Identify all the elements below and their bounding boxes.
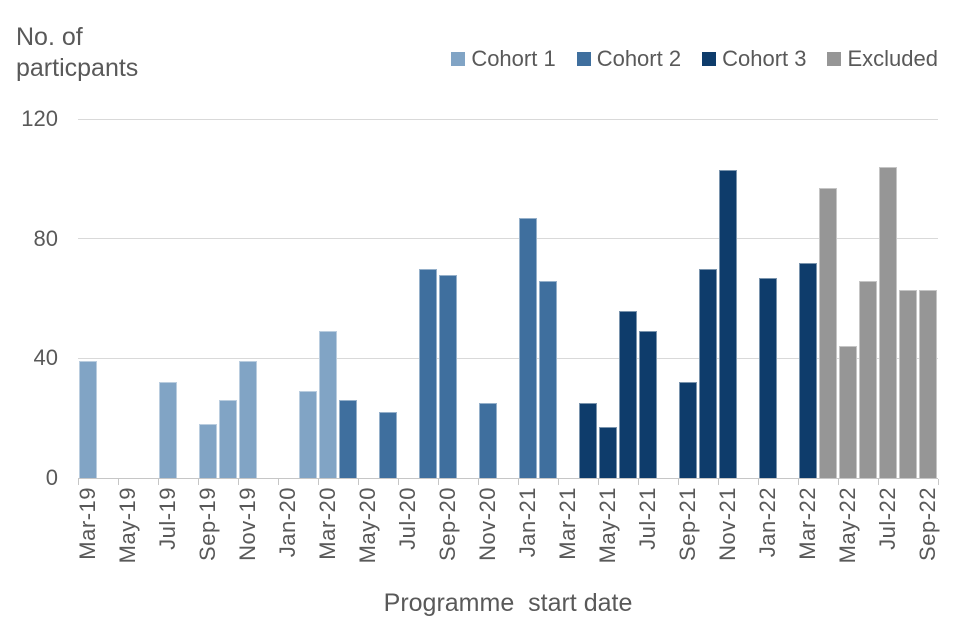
x-tick [798, 479, 799, 485]
legend-item-cohort-3: Cohort 3 [702, 46, 806, 72]
x-tick [438, 479, 439, 485]
gridline-40 [78, 357, 938, 359]
x-tick-label-Sep-20: Sep-20 [435, 487, 460, 561]
bar-Feb-20 [299, 391, 317, 478]
x-tick-label-Nov-20: Nov-20 [475, 487, 500, 561]
bar-Oct-21 [699, 268, 717, 478]
plot-area [78, 118, 938, 479]
bar-Apr-22 [819, 187, 837, 478]
x-tick-label-May-20: May-20 [355, 487, 380, 564]
bar-Jul-19 [159, 382, 177, 478]
bar-Jul-22 [879, 166, 897, 478]
legend-label: Cohort 3 [722, 46, 807, 71]
bar-Sep-21 [679, 382, 697, 478]
x-tick [718, 479, 719, 485]
bar-Mar-22 [799, 262, 817, 478]
bar-Jun-22 [859, 280, 877, 478]
x-tick [558, 479, 559, 485]
bar-Jan-21 [519, 217, 537, 478]
x-tick-label-Mar-19: Mar-19 [75, 487, 100, 560]
x-tick-label-Sep-22: Sep-22 [915, 487, 940, 561]
legend-swatch-icon [576, 52, 591, 66]
x-tick-label-Jul-19: Jul-19 [155, 487, 180, 550]
x-tick [198, 479, 199, 485]
x-tick-label-Nov-21: Nov-21 [715, 487, 740, 561]
y-axis-title: No. of particpants [16, 22, 138, 84]
legend-swatch-icon [451, 52, 466, 66]
y-tick-label-40: 40 [33, 345, 58, 371]
legend-item-cohort-2: Cohort 2 [576, 46, 682, 72]
x-tick [758, 479, 759, 485]
bar-May-21 [599, 427, 617, 478]
bar-Jun-20 [379, 412, 397, 478]
x-tick [518, 479, 519, 485]
x-tick-label-Jul-22: Jul-22 [875, 487, 900, 550]
x-tick-label-May-21: May-21 [595, 487, 620, 564]
bar-Mar-19 [79, 361, 97, 478]
bar-Oct-19 [219, 400, 237, 478]
legend-label: Cohort 2 [596, 46, 682, 71]
x-tick-label-Sep-21: Sep-21 [675, 487, 700, 561]
x-tick-label-Jul-21: Jul-21 [635, 487, 660, 550]
bar-Nov-21 [719, 169, 737, 478]
x-tick-label-Sep-19: Sep-19 [195, 487, 220, 561]
x-tick [638, 479, 639, 485]
bar-Nov-19 [239, 361, 257, 478]
x-tick [158, 479, 159, 485]
bar-Aug-22 [899, 289, 917, 478]
legend-label: Cohort 1 [471, 46, 556, 71]
x-tick [678, 479, 679, 485]
x-tick-label-May-22: May-22 [835, 487, 860, 564]
x-tick [598, 479, 599, 485]
x-tick-label-May-19: May-19 [115, 487, 140, 564]
legend-item-cohort-1: Cohort 1 [451, 46, 556, 72]
x-tick-label-Mar-20: Mar-20 [315, 487, 340, 560]
bar-Jun-21 [619, 310, 637, 478]
x-tick-label-Jul-20: Jul-20 [395, 487, 420, 550]
x-axis-title: Programme start date [383, 589, 633, 617]
x-tick [838, 479, 839, 485]
legend-label: Excluded [847, 46, 938, 71]
gridline-80 [78, 238, 938, 240]
bar-Jan-22 [759, 277, 777, 478]
x-tick-label-Jan-20: Jan-20 [275, 487, 300, 558]
x-tick [78, 479, 79, 485]
x-tick-label-Jan-21: Jan-21 [515, 487, 540, 558]
x-tick [118, 479, 119, 485]
y-tick-label-80: 80 [33, 225, 58, 251]
x-tick [878, 479, 879, 485]
bar-Sep-19 [199, 424, 217, 478]
x-tick-label-Jan-22: Jan-22 [755, 487, 780, 558]
legend-swatch-icon [702, 52, 717, 66]
y-tick-label-120: 120 [21, 106, 58, 131]
bar-Sep-22 [919, 289, 937, 478]
y-axis-title-line1: No. of [16, 23, 83, 51]
legend-item-excluded: Excluded [827, 46, 938, 72]
x-tick-label-Mar-22: Mar-22 [795, 487, 820, 560]
gridline-120 [78, 118, 938, 120]
x-tick-label-Nov-19: Nov-19 [235, 487, 260, 561]
x-tick [278, 479, 279, 485]
x-tick-end [938, 479, 939, 485]
bar-Mar-20 [319, 331, 337, 478]
y-axis-title-line2: particpants [16, 54, 139, 82]
bar-Apr-20 [339, 400, 357, 478]
x-tick [238, 479, 239, 485]
x-tick [318, 479, 319, 485]
x-tick [358, 479, 359, 485]
x-tick [398, 479, 399, 485]
y-tick-label-0: 0 [45, 465, 58, 490]
x-tick [478, 479, 479, 485]
bar-Aug-20 [419, 268, 437, 478]
legend-swatch-icon [827, 52, 842, 66]
bar-Nov-20 [479, 403, 497, 478]
legend: Cohort 1 Cohort 2 Cohort 3 Excluded [451, 46, 938, 72]
bar-Feb-21 [539, 280, 557, 478]
bar-May-22 [839, 346, 857, 478]
bar-Apr-21 [579, 403, 597, 478]
bar-Jul-21 [639, 331, 657, 478]
bar-Sep-20 [439, 274, 457, 478]
x-tick-label-Mar-21: Mar-21 [555, 487, 580, 560]
